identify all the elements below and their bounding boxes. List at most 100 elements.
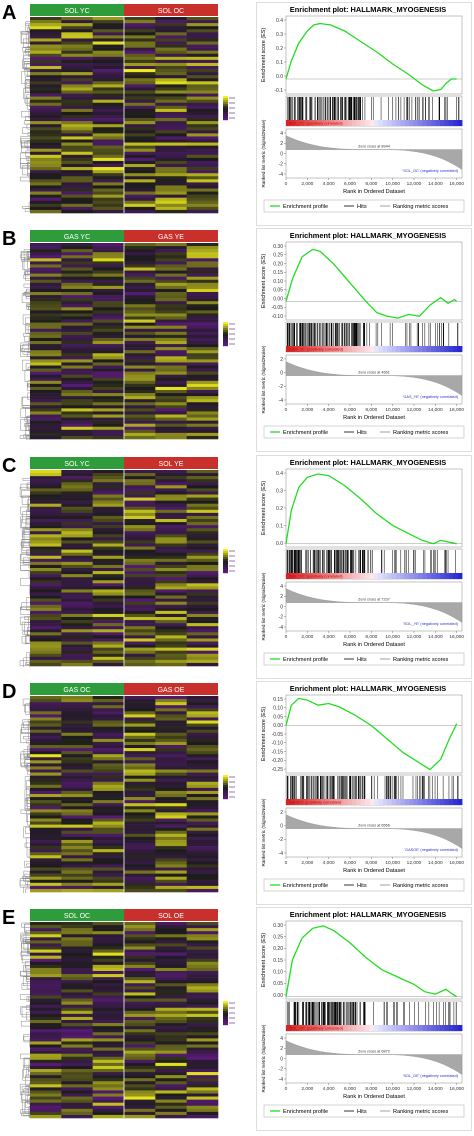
es-axis-ticks: 0.4 0.3 0.2 0.1 0.0 — [276, 471, 286, 547]
hits-barcode — [286, 323, 459, 346]
row-dendrogram — [19, 922, 31, 1118]
x-tick-label: 6,000 — [344, 634, 356, 640]
x-tick-label: 8,000 — [365, 634, 377, 640]
x-tick-label: 6,000 — [344, 860, 356, 866]
ranking-metric-area — [285, 135, 463, 170]
x-tick-label: 12,000 — [407, 860, 422, 866]
positive-correlation-label: 'SOL_OC' (positively correlated) — [289, 1027, 344, 1031]
x-axis-label: Rank in Ordered Dataset — [343, 189, 405, 195]
color-scale-key — [223, 322, 235, 347]
positive-correlation-label: 'SOL_YC' (positively correlated) — [289, 122, 343, 126]
enrichment-plot-title: Enrichment plot: HALLMARK_MYOGENESIS — [290, 910, 447, 919]
group-left-label: SOL YC — [64, 8, 89, 15]
metric-tick-label: 4 — [280, 131, 283, 137]
metric-tick-label: 2 — [280, 594, 283, 600]
x-tick-label: 2,000 — [301, 407, 313, 413]
es-tick-label: 0.3 — [276, 32, 283, 38]
hits-barcode — [287, 97, 460, 120]
x-tick-label: 8,000 — [365, 181, 377, 187]
zero-cross-label: Zero cross at 6872 — [358, 1050, 390, 1054]
legend-hits-label: Hits — [357, 204, 367, 210]
es-tick-label: -0.15 — [272, 749, 284, 755]
es-tick-label: 0.25 — [273, 253, 283, 259]
es-tick-label: 0.10 — [273, 969, 283, 975]
negative-correlation-label: 'GAS_YE' (negatively correlated) — [403, 395, 459, 399]
x-tick-label: 2,000 — [301, 860, 313, 866]
group-right-label: SOL OC — [158, 8, 184, 15]
metric-axis-label: Ranked list metric (Signal2Noise) — [261, 1024, 266, 1092]
x-tick-label: 4,000 — [323, 1086, 335, 1092]
es-tick-label: 0.15 — [273, 270, 283, 276]
enrichment-plot: Enrichment plot: HALLMARK_MYOGENESIS 0.30… — [256, 907, 472, 1131]
legend-enrichment-label: Enrichment profile — [283, 1109, 328, 1115]
x-tick-label: 0 — [285, 1086, 288, 1092]
ranking-gradient-band — [286, 1025, 463, 1031]
es-axis-ticks: 0.15 0.10 0.05 0.00 -0.05 -0.10 -0.15 -0.20 -0.2… — [272, 697, 286, 773]
ranking-metric-area — [285, 1040, 463, 1075]
positive-correlation-label: 'SOL_YC' (positively correlated) — [289, 575, 343, 579]
group-left-label: SOL YC — [64, 461, 89, 468]
x-tick-label: 2,000 — [301, 181, 313, 187]
x-tick-label: 4,000 — [323, 407, 335, 413]
row-dendrogram — [19, 698, 31, 900]
es-axis-label: Enrichment score (ES) — [261, 28, 267, 82]
panel-c: C SOL YC SOL YE Enrichment plot: HALLMARK_M… — [0, 455, 474, 681]
heatmap: SOL YC SOL YE — [18, 457, 253, 669]
enrichment-plot: Enrichment plot: HALLMARK_MYOGENESIS 0.4 0… — [256, 455, 472, 679]
legend-enrichment-label: Enrichment profile — [283, 430, 328, 436]
heatmap-cells — [30, 17, 219, 214]
es-tick-label: 0.30 — [273, 923, 283, 929]
ranking-metric-area — [285, 814, 463, 849]
x-tick-label: 4,000 — [323, 860, 335, 866]
group-right-label: SOL OE — [158, 913, 184, 920]
x-tick-label: 0 — [285, 181, 288, 187]
heatmap-cells — [30, 696, 219, 893]
metric-axis-label: Ranked list metric (Signal2Noise) — [261, 798, 266, 866]
x-axis-ticks: 0 2,000 4,000 6,000 8,000 10,000 12,000 14,000 1… — [285, 1083, 464, 1092]
heatmap: SOL YC SOL OC — [18, 4, 253, 214]
zero-cross-label: Zero cross at 7237 — [358, 598, 390, 602]
negative-correlation-label: 'SOL_OE' (negatively correlated) — [403, 1074, 459, 1078]
metric-tick-label: -4 — [279, 851, 284, 857]
x-tick-label: 16,000 — [449, 634, 464, 640]
heatmap-cells — [30, 922, 219, 1119]
x-tick-label: 6,000 — [344, 407, 356, 413]
es-axis-ticks: 0.4 0.3 0.2 0.1 0.0 -0.1 — [274, 18, 286, 94]
legend: Enrichment profile Hits Ranking metric sco… — [263, 425, 465, 439]
metric-tick-label: -4 — [279, 172, 284, 178]
x-tick-label: 4,000 — [323, 181, 335, 187]
es-tick-label: 0.00 — [273, 993, 283, 999]
es-axis-ticks: 0.30 0.25 0.20 0.15 0.10 0.05 0.00 -0.05 -0.10 — [272, 244, 286, 320]
es-tick-label: 0.20 — [273, 261, 283, 267]
panel-e: E SOL OC SOL OE Enrichment plot: HALLMARK_M… — [0, 907, 474, 1133]
metric-axis-ticks: 2 0 -2 -4 — [279, 810, 286, 857]
x-tick-label: 14,000 — [428, 860, 443, 866]
enrichment-profile-line — [285, 473, 457, 545]
x-tick-label: 16,000 — [449, 407, 464, 413]
x-tick-label: 16,000 — [449, 1086, 464, 1092]
es-axis-label: Enrichment score (ES) — [261, 933, 267, 987]
metric-tick-label: 4 — [280, 584, 283, 590]
enrichment-plot-title: Enrichment plot: HALLMARK_MYOGENESIS — [290, 458, 447, 467]
heatmap-cells — [30, 243, 219, 440]
metric-tick-label: -2 — [279, 1067, 284, 1073]
metric-tick-label: 0 — [280, 1056, 283, 1062]
metric-tick-label: -2 — [279, 837, 284, 843]
ranking-gradient-band — [286, 346, 463, 352]
row-dendrogram — [19, 477, 31, 669]
zero-cross-label: Zero cross at 8944 — [358, 145, 390, 149]
enrichment-profile-line — [285, 22, 457, 92]
enrichment-plot: Enrichment plot: HALLMARK_MYOGENESIS 0.30… — [256, 228, 472, 452]
color-scale-key — [223, 96, 235, 121]
enrichment-plot-title: Enrichment plot: HALLMARK_MYOGENESIS — [290, 231, 447, 240]
es-tick-label: 0.05 — [273, 981, 283, 987]
x-tick-label: 0 — [285, 860, 288, 866]
x-tick-label: 6,000 — [344, 181, 356, 187]
legend-hits-label: Hits — [357, 1109, 367, 1115]
metric-tick-label: -2 — [279, 162, 284, 168]
group-right-bar: GAS OE — [124, 683, 218, 695]
metric-axis-label: Ranked list metric (Signal2Noise) — [261, 572, 266, 640]
metric-tick-label: 2 — [280, 357, 283, 363]
x-tick-label: 8,000 — [365, 860, 377, 866]
metric-tick-label: 2 — [280, 141, 283, 147]
